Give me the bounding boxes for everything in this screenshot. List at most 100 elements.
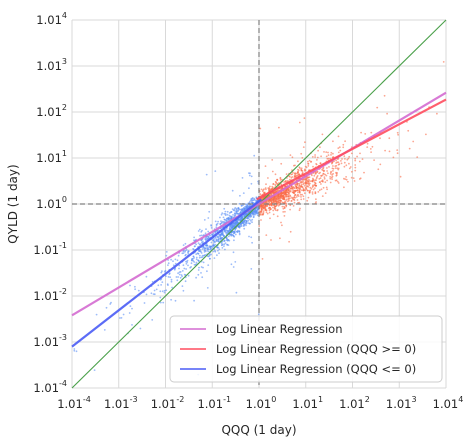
data-point: [214, 250, 217, 253]
data-point: [251, 241, 254, 244]
data-point: [348, 167, 351, 170]
data-point: [350, 170, 353, 173]
data-point: [271, 188, 273, 191]
data-point: [206, 270, 208, 273]
data-point: [345, 178, 348, 181]
data-point: [277, 201, 280, 204]
data-point: [178, 273, 181, 276]
data-point: [176, 279, 179, 282]
data-point: [250, 182, 253, 185]
data-point: [201, 256, 204, 258]
data-point: [327, 172, 329, 175]
data-point: [177, 276, 180, 278]
data-point: [320, 183, 322, 185]
data-point: [282, 195, 284, 198]
data-point: [159, 301, 162, 304]
data-point: [264, 204, 267, 207]
data-point: [322, 180, 324, 183]
data-point: [373, 159, 375, 162]
data-point: [165, 289, 168, 292]
data-point: [261, 258, 264, 260]
data-point: [198, 256, 201, 259]
data-point: [236, 212, 239, 215]
data-point: [306, 199, 309, 202]
data-point: [223, 245, 225, 248]
data-point: [143, 302, 146, 304]
data-point: [279, 179, 282, 181]
data-point: [309, 189, 311, 192]
data-point: [73, 349, 76, 352]
data-point: [153, 293, 156, 296]
data-point: [318, 178, 321, 180]
legend: Log Linear Regression Log Linear Regressi…: [169, 315, 443, 383]
data-point: [337, 182, 340, 184]
x-tick-label: 1.01-2: [151, 395, 185, 411]
data-point: [214, 237, 217, 239]
data-point: [248, 174, 251, 177]
data-point: [274, 183, 277, 186]
data-point: [238, 230, 241, 233]
data-point: [278, 203, 281, 206]
data-point: [238, 226, 240, 229]
data-point: [221, 212, 224, 215]
data-point: [336, 167, 339, 170]
data-point: [207, 230, 210, 233]
data-point: [301, 157, 304, 159]
data-point: [308, 159, 311, 162]
data-point: [306, 177, 308, 180]
data-point: [278, 126, 280, 129]
data-point: [291, 156, 294, 159]
data-point: [303, 184, 306, 187]
data-point: [314, 154, 316, 156]
data-point: [279, 177, 282, 180]
data-point: [272, 206, 274, 209]
data-point: [310, 161, 312, 163]
data-point: [210, 224, 213, 226]
data-point: [332, 152, 334, 155]
data-point: [342, 143, 345, 146]
data-point: [296, 199, 299, 201]
data-point: [170, 278, 173, 281]
data-point: [305, 187, 307, 190]
x-tick-label: 1.01-3: [104, 395, 138, 411]
data-point: [300, 152, 303, 155]
data-point: [320, 188, 323, 191]
y-tick-label: 1.01-4: [33, 379, 67, 395]
data-point: [207, 248, 210, 251]
data-point: [243, 223, 246, 226]
data-point: [275, 205, 277, 208]
data-point: [128, 312, 131, 314]
data-point: [281, 224, 283, 227]
data-point: [289, 204, 292, 207]
data-point: [206, 249, 209, 251]
data-point: [311, 179, 314, 182]
y-tick-label: 1.01-2: [33, 287, 67, 303]
data-point: [268, 211, 271, 214]
data-point: [296, 171, 299, 174]
data-point: [329, 181, 332, 184]
data-point: [159, 290, 162, 293]
data-point: [300, 186, 303, 188]
data-point: [288, 190, 291, 193]
data-point: [246, 217, 249, 220]
data-point: [316, 171, 319, 174]
data-point: [317, 149, 319, 152]
data-point: [262, 210, 265, 213]
data-point: [226, 219, 228, 222]
data-point: [210, 253, 213, 256]
data-point: [129, 284, 131, 287]
data-point: [169, 276, 172, 279]
data-point: [243, 207, 246, 210]
data-point: [340, 160, 342, 162]
data-point: [292, 191, 295, 194]
data-point: [239, 194, 241, 197]
data-point: [209, 257, 211, 260]
data-point: [289, 230, 292, 233]
data-point: [216, 236, 219, 239]
data-point: [240, 225, 243, 227]
data-point: [344, 140, 346, 143]
data-point: [166, 283, 169, 286]
data-point: [297, 201, 299, 204]
data-point: [280, 192, 283, 194]
data-point: [233, 209, 236, 212]
